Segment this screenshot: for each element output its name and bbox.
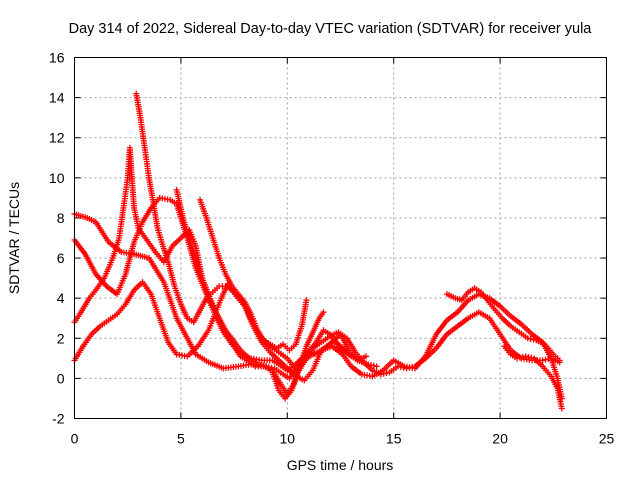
y-tick-label: 8	[57, 210, 65, 226]
data-point	[530, 336, 537, 343]
y-tick-label: 0	[57, 370, 65, 386]
data-point	[539, 357, 546, 364]
series-track-9	[501, 343, 565, 412]
y-tick-label: 6	[57, 250, 65, 266]
data-point	[363, 353, 370, 360]
chart-title: Day 314 of 2022, Sidereal Day-to-day VTE…	[69, 21, 593, 37]
x-tick-label: 10	[280, 431, 296, 447]
data-point	[525, 353, 532, 360]
x-tick-label: 0	[71, 431, 79, 447]
data-point	[320, 309, 327, 316]
data-point	[514, 355, 521, 362]
plot-frame	[74, 57, 607, 419]
series-track-6	[173, 186, 327, 398]
x-tick-label: 15	[386, 431, 402, 447]
data-point	[516, 354, 523, 361]
x-axis-label: GPS time / hours	[287, 457, 394, 473]
data-point	[373, 363, 380, 370]
data-point	[348, 353, 355, 360]
data-point	[556, 357, 563, 364]
y-tick-label: 16	[49, 50, 65, 66]
series-track-7	[197, 196, 310, 354]
axis-ticks	[74, 57, 607, 419]
data-point	[308, 349, 315, 356]
data-points	[71, 90, 565, 412]
data-point	[383, 370, 390, 377]
y-tick-label: 14	[49, 90, 65, 106]
data-point	[370, 362, 377, 369]
y-tick-label: -2	[52, 411, 65, 427]
data-point	[527, 335, 534, 342]
y-tick-label: 2	[57, 330, 65, 346]
data-point	[542, 356, 549, 363]
y-tick-label: 10	[49, 170, 65, 186]
y-tick-label: 12	[49, 130, 65, 146]
series-track-5	[133, 90, 355, 370]
data-point	[524, 335, 531, 342]
data-point	[305, 349, 312, 356]
tick-labels: 0 5 10 15 20 25 -2 0 2 4 6 8 10 12 14 16	[49, 50, 615, 447]
data-point	[528, 354, 535, 361]
x-tick-label: 20	[492, 431, 508, 447]
grid-lines	[74, 57, 607, 419]
y-tick-label: 4	[57, 290, 65, 306]
data-point	[519, 353, 526, 360]
data-point	[311, 350, 318, 357]
data-point	[303, 297, 310, 304]
data-point	[558, 405, 565, 412]
data-point	[522, 353, 529, 360]
x-tick-label: 25	[599, 431, 615, 447]
series-track-8	[443, 285, 563, 364]
x-tick-label: 5	[177, 431, 185, 447]
y-axis-label: SDTVAR / TECUs	[6, 182, 22, 294]
